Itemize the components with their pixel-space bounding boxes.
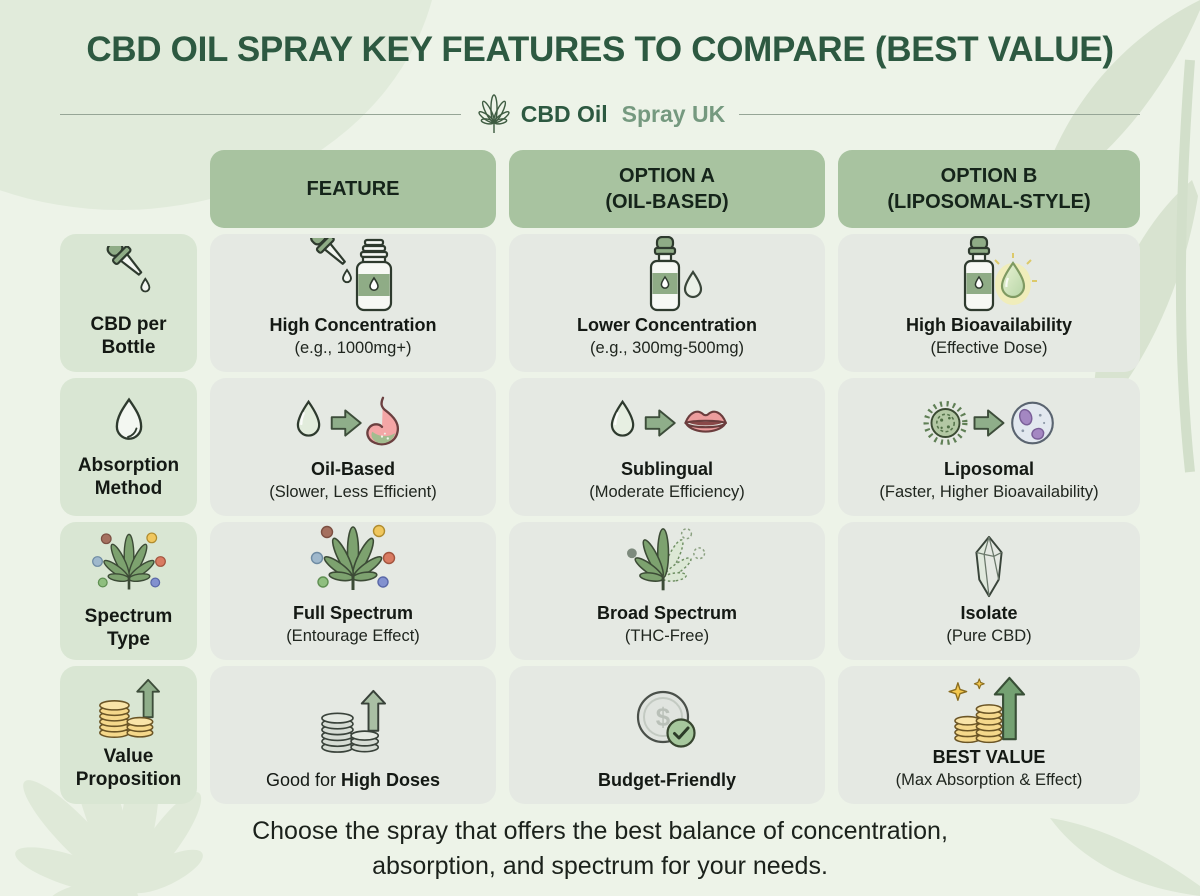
footer-line-1: Choose the spray that offers the best ba…: [252, 817, 948, 845]
cell-option-b-spectrum: Isolate (Pure CBD): [838, 522, 1140, 660]
hemp-leaf-outline-icon: [478, 94, 510, 133]
row-label-absorption-method: Absorption Method: [60, 378, 197, 516]
liposome-to-cell-icon: [923, 401, 1054, 446]
broad-spectrum-leaf-icon: [627, 528, 706, 591]
column-header-feature: FEATURE: [210, 150, 496, 228]
divider-left: [60, 113, 461, 115]
page-title: CBD OIL SPRAY KEY FEATURES TO COMPARE (B…: [86, 30, 1114, 69]
brand-name-secondary: Spray UK: [621, 100, 726, 127]
comparison-table: FEATURE OPTION A (OIL-BASED) OPTION B (L…: [60, 150, 1140, 804]
row-label-text: CBD per Bottle: [90, 314, 167, 358]
brand-name-primary: CBD Oil: [520, 100, 608, 127]
column-header-option-a: OPTION A (OIL-BASED): [509, 150, 825, 228]
brand-logo: CBD Oil Spray UK: [475, 92, 725, 136]
dropper-and-bottle-icon: [310, 238, 393, 312]
cell-option-a-value: $ Budget-Friendly: [509, 666, 825, 804]
row-label-cbd-per-bottle: CBD per Bottle: [60, 234, 197, 372]
column-header-option-b: OPTION B (LIPOSOMAL-STYLE): [838, 150, 1140, 228]
leaf-with-compounds-icon: [91, 532, 166, 590]
dollar-coin-check-icon: $: [636, 691, 696, 748]
header-spacer: [60, 150, 197, 228]
cell-feature-value: Good for High Doses: [210, 666, 496, 804]
cell-option-b-absorption: Liposomal (Faster, Higher Bioavailabilit…: [838, 378, 1140, 516]
cell-option-b-value: BEST VALUE (Max Absorption & Effect): [838, 666, 1140, 804]
row-label-spectrum-type: Spectrum Type: [60, 522, 197, 660]
full-spectrum-leaf-icon: [310, 524, 396, 591]
row-label-text: Absorption Method: [77, 455, 180, 499]
coins-stars-up-arrow-icon: [948, 676, 1026, 744]
cell-option-a-spectrum: Broad Spectrum (THC-Free): [509, 522, 825, 660]
cell-feature-cbd-per-bottle: High Concentration (e.g., 1000mg+): [210, 234, 496, 372]
divider-right: [739, 113, 1140, 115]
cell-feature-absorption: Oil-Based (Slower, Less Efficient): [210, 378, 496, 516]
row-label-text: Spectrum Type: [84, 606, 173, 650]
crystal-icon: [975, 535, 1003, 598]
gold-coins-up-arrow-icon: [98, 679, 160, 739]
bottle-and-droplet-icon: [649, 236, 703, 312]
droplet-to-mouth-icon: [610, 399, 728, 437]
cell-feature-spectrum: Full Spectrum (Entourage Effect): [210, 522, 496, 660]
row-label-text: Value Proposition: [75, 746, 182, 790]
brand-row: CBD Oil Spray UK: [60, 92, 1140, 136]
coins-up-arrow-icon: [321, 690, 386, 754]
cell-option-a-absorption: Sublingual (Moderate Efficiency): [509, 378, 825, 516]
droplet-icon: [115, 397, 142, 441]
footer-line-2: absorption, and spectrum for your needs.: [372, 851, 828, 880]
bottle-and-glowing-droplet-icon: [963, 236, 1037, 312]
cell-option-b-cbd-per-bottle: High Bioavailability (Effective Dose): [838, 234, 1140, 372]
droplet-to-stomach-icon: [296, 396, 400, 446]
svg-text:$: $: [656, 702, 671, 732]
cell-option-a-cbd-per-bottle: Lower Concentration (e.g., 300mg-500mg): [509, 234, 825, 372]
dropper-icon: [106, 246, 150, 293]
footer-note: Choose the spray that offers the best ba…: [0, 814, 1200, 883]
row-label-value-proposition: Value Proposition: [60, 666, 197, 804]
